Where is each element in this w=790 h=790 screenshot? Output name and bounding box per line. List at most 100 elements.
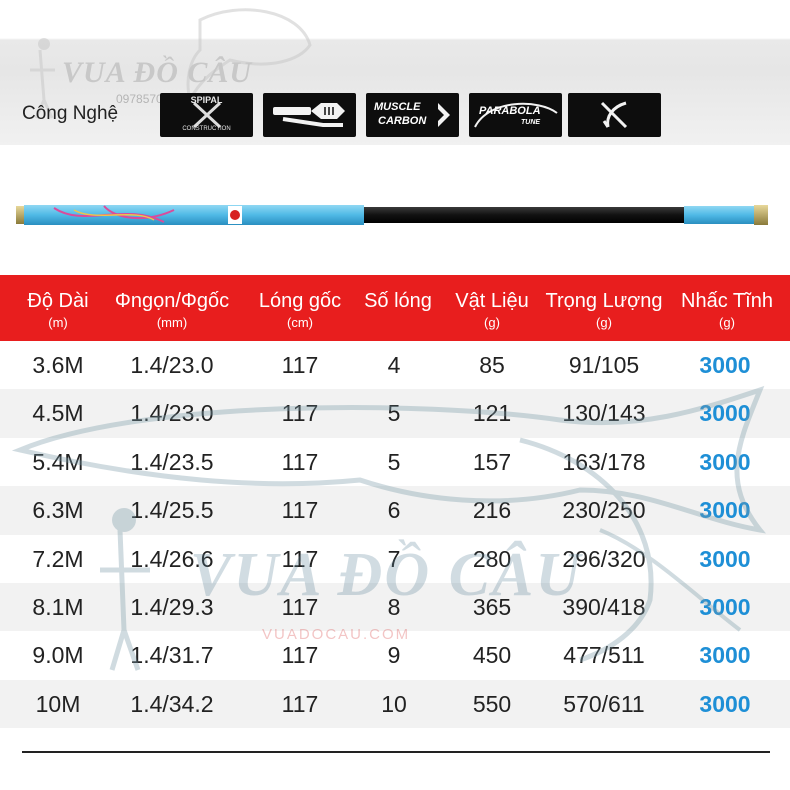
table-row: 9.0M 1.4/31.7 117 9 450 477/511 3000 bbox=[0, 631, 790, 679]
table-row: 3.6M 1.4/23.0 117 4 85 91/105 3000 bbox=[0, 341, 790, 389]
header-weight-unit: (g) bbox=[596, 315, 612, 330]
cell-weight: 91/105 bbox=[568, 352, 640, 378]
cell-base-section: 117 bbox=[281, 497, 319, 524]
cell-static-lift: 3000 bbox=[699, 593, 751, 620]
cell-sections: 6 bbox=[387, 497, 401, 524]
cell-diameter: 1.4/23.0 bbox=[130, 400, 214, 427]
header-static-lift: Nhấc Tĩnh (g) bbox=[672, 275, 782, 341]
cell-static-lift: 3000 bbox=[699, 497, 751, 524]
cell-static-lift: 3000 bbox=[699, 448, 751, 475]
badge-tune-text: TUNE bbox=[521, 119, 541, 126]
cell-weight: 570/611 bbox=[563, 690, 645, 717]
header-static-lift-title: Nhấc Tĩnh bbox=[681, 290, 773, 312]
cell-material: 280 bbox=[472, 545, 512, 572]
header-length-unit: (m) bbox=[48, 315, 68, 330]
cell-weight: 390/418 bbox=[562, 593, 646, 620]
fishing-rod-icon bbox=[16, 205, 768, 225]
cell-static-lift: 3000 bbox=[699, 400, 751, 427]
cell-sections: 7 bbox=[387, 545, 401, 572]
cell-diameter: 1.4/23.0 bbox=[130, 352, 214, 378]
cell-base-section: 117 bbox=[281, 642, 319, 669]
cell-base-section: 117 bbox=[281, 352, 319, 378]
header-length-title: Độ Dài bbox=[27, 290, 89, 312]
cell-static-lift: 3000 bbox=[699, 690, 751, 717]
header-weight-title: Trọng Lượng bbox=[545, 290, 663, 312]
cell-length: 6.3M bbox=[32, 497, 84, 524]
cell-diameter: 1.4/23.5 bbox=[130, 448, 214, 475]
cell-material: 121 bbox=[472, 400, 512, 427]
header-sections: Số lóng bbox=[355, 275, 441, 341]
cell-material: 85 bbox=[479, 352, 505, 378]
spec-table-header: Độ Dài (m) Φngọn/Φgốc (mm) Lóng gốc (cm)… bbox=[0, 275, 790, 341]
fish-hook-x-icon bbox=[600, 101, 628, 129]
cell-base-section: 117 bbox=[281, 593, 319, 620]
cell-length: 5.4M bbox=[32, 448, 84, 475]
watermark-brand: VUA ĐỒ CÂU bbox=[62, 56, 253, 89]
cell-material: 216 bbox=[472, 497, 512, 524]
cell-diameter: 1.4/34.2 bbox=[130, 690, 214, 717]
spiral-construction-badge: SPIPAL CONSTRUCTION bbox=[160, 93, 253, 137]
header-material-unit: (g) bbox=[484, 315, 500, 330]
cell-base-section: 117 bbox=[281, 400, 319, 427]
rod-handle-badge bbox=[263, 93, 356, 137]
cell-length: 8.1M bbox=[32, 593, 84, 620]
muscle-carbon-icon bbox=[438, 103, 450, 127]
table-row: 4.5M 1.4/23.0 117 5 121 130/143 3000 bbox=[0, 389, 790, 438]
header-base-section-title: Lóng gốc bbox=[258, 290, 342, 312]
spec-table-body: 3.6M 1.4/23.0 117 4 85 91/105 3000 4.5M … bbox=[0, 341, 790, 729]
cell-diameter: 1.4/29.3 bbox=[130, 593, 214, 620]
header-length: Độ Dài (m) bbox=[10, 275, 106, 341]
cell-base-section: 117 bbox=[281, 690, 319, 717]
cell-weight: 477/511 bbox=[563, 642, 645, 669]
cell-weight: 296/320 bbox=[562, 545, 646, 572]
header-material: Vật Liệu (g) bbox=[446, 275, 538, 341]
cell-material: 450 bbox=[472, 642, 512, 669]
cell-static-lift: 3000 bbox=[699, 642, 751, 669]
header-diameter-unit: (mm) bbox=[156, 315, 188, 330]
fishing-rod-image bbox=[14, 198, 774, 234]
cell-weight: 230/250 bbox=[562, 497, 646, 524]
parabola-tune-badge: PARABOLA TUNE bbox=[469, 93, 562, 137]
badge-construction-text: CONSTRUCTION bbox=[182, 126, 231, 132]
muscle-carbon-badge: MUSCLE CARBON bbox=[366, 93, 459, 137]
table-row: 10M 1.4/34.2 117 10 550 570/611 3000 bbox=[0, 679, 790, 729]
table-row: 5.4M 1.4/23.5 117 5 157 163/178 3000 bbox=[0, 438, 790, 486]
cell-diameter: 1.4/25.5 bbox=[130, 497, 214, 524]
cell-length: 9.0M bbox=[32, 642, 84, 669]
watermark-logo bbox=[0, 0, 320, 120]
cell-sections: 4 bbox=[387, 352, 401, 378]
table-bottom-border bbox=[22, 751, 770, 753]
hook-badge bbox=[568, 93, 661, 137]
cell-material: 365 bbox=[472, 593, 512, 620]
cell-sections: 5 bbox=[387, 448, 401, 475]
header-material-title: Vật Liệu bbox=[455, 290, 529, 312]
fish-watermark-icon bbox=[30, 8, 312, 119]
technology-label: Công Nghệ bbox=[22, 103, 119, 124]
cell-static-lift: 3000 bbox=[699, 545, 751, 572]
cell-sections: 5 bbox=[387, 400, 401, 427]
cell-base-section: 117 bbox=[281, 545, 319, 572]
table-row: 7.2M 1.4/26.6 117 7 280 296/320 3000 bbox=[0, 535, 790, 583]
cell-sections: 10 bbox=[381, 690, 407, 717]
cell-sections: 8 bbox=[387, 593, 401, 620]
badge-carbon-text: CARBON bbox=[378, 115, 427, 127]
cell-length: 7.2M bbox=[32, 545, 84, 572]
badge-parabola-text: PARABOLA bbox=[479, 105, 541, 117]
cell-length: 4.5M bbox=[32, 400, 84, 427]
header-base-section: Lóng gốc (cm) bbox=[248, 275, 352, 341]
header-sections-title: Số lóng bbox=[364, 290, 432, 312]
parabola-tune-icon bbox=[474, 102, 558, 128]
header-diameter: Φngọn/Φgốc (mm) bbox=[104, 275, 240, 341]
cell-sections: 9 bbox=[387, 642, 401, 669]
cell-material: 550 bbox=[472, 690, 512, 717]
header-diameter-title: Φngọn/Φgốc bbox=[114, 290, 230, 312]
header-base-section-unit: (cm) bbox=[287, 315, 313, 330]
cell-diameter: 1.4/26.6 bbox=[130, 545, 214, 572]
cell-weight: 130/143 bbox=[562, 400, 646, 427]
cell-static-lift: 3000 bbox=[699, 352, 751, 378]
header-weight: Trọng Lượng (g) bbox=[536, 275, 672, 341]
badge-spipal-text: SPIPAL bbox=[190, 95, 223, 105]
cell-base-section: 117 bbox=[281, 448, 319, 475]
rod-handle-icon bbox=[273, 103, 345, 127]
cell-material: 157 bbox=[472, 448, 512, 475]
